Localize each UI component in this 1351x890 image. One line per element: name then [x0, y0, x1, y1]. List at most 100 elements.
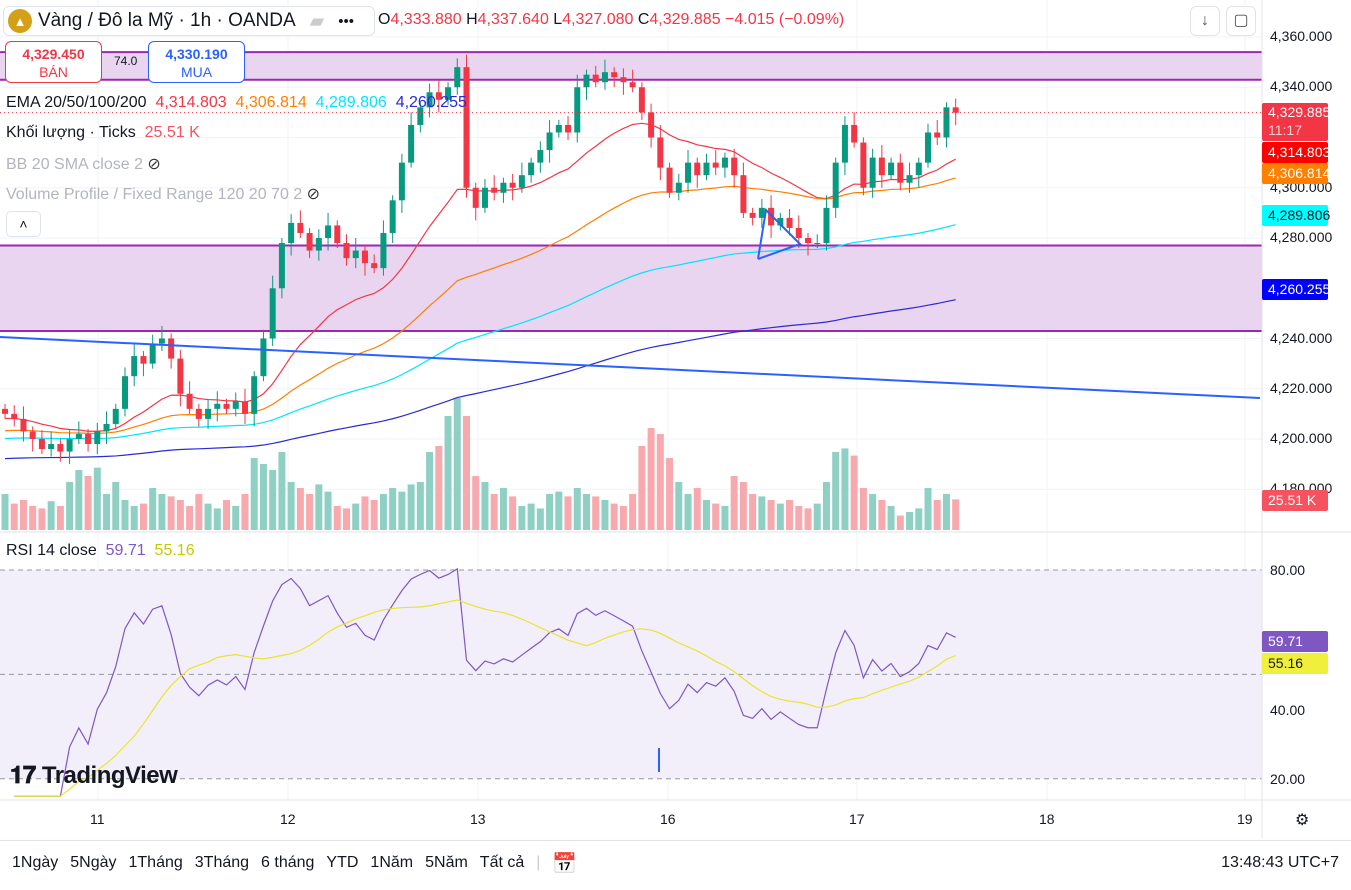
triangle-drawing[interactable] — [757, 207, 802, 260]
volume-bar — [739, 482, 747, 530]
symbol-header[interactable]: ▲ Vàng / Đô la Mỹ · 1h · OANDA ▰ ••• — [3, 6, 375, 36]
candle — [426, 92, 433, 108]
candle — [85, 433, 92, 445]
candle — [103, 423, 110, 432]
volume-bar — [426, 452, 434, 530]
volume-bar — [915, 508, 923, 530]
volume-bar — [352, 503, 360, 530]
volume-bar — [370, 500, 378, 530]
candle — [445, 87, 452, 100]
ema200-value: 4,260.255 — [395, 94, 467, 111]
ema100-label: 4,289.806 — [1262, 205, 1330, 226]
candle — [491, 187, 498, 193]
volume-bar — [139, 503, 147, 530]
candle — [269, 288, 276, 339]
time-tick: 18 — [1039, 811, 1055, 827]
more-icon[interactable]: ••• — [338, 12, 355, 30]
candle — [731, 157, 738, 176]
volume-bar — [518, 506, 526, 530]
candle — [297, 222, 304, 233]
volume-bar — [112, 482, 120, 530]
volume-bar — [767, 500, 775, 530]
candle — [777, 217, 784, 226]
volume-bar — [850, 455, 858, 530]
scroll-down-button[interactable]: ↓ — [1190, 6, 1220, 36]
volume-legend[interactable]: Khối lượng · Ticks 25.51 K — [6, 124, 200, 142]
open-label: O — [378, 11, 391, 28]
symbol-title[interactable]: Vàng / Đô la Mỹ · 1h · OANDA — [38, 10, 296, 31]
candle — [352, 250, 359, 259]
volume-bar — [527, 503, 535, 530]
date-range-icon[interactable]: 📅 — [552, 852, 578, 875]
collapse-legend-button[interactable]: ˄ — [6, 211, 41, 237]
time-tick: 12 — [280, 811, 296, 827]
ema-legend[interactable]: EMA 20/50/100/200 4,314.803 4,306.814 4,… — [6, 94, 467, 112]
range-5y[interactable]: 5Năm — [425, 854, 468, 871]
trend-line[interactable] — [0, 335, 1261, 400]
tradingview-mark-icon: 𝟏𝟕 — [10, 762, 36, 789]
low-value: 4,327.080 — [562, 11, 634, 28]
volume-bar — [582, 494, 590, 530]
flag-icon[interactable]: ▰ — [309, 10, 325, 32]
candle — [463, 67, 470, 188]
buy-button[interactable]: 4,330.190 MUA — [148, 41, 245, 83]
volume-bar — [435, 446, 443, 530]
candle — [11, 413, 18, 419]
candle — [897, 162, 904, 183]
volume-bar — [906, 512, 914, 530]
clock[interactable]: 13:48:43 UTC+7 — [1221, 854, 1339, 871]
candle — [112, 408, 119, 424]
volume-bar — [213, 508, 221, 530]
settings-icon[interactable]: ⚙ — [1295, 812, 1310, 829]
candle — [851, 124, 858, 143]
candle — [592, 74, 599, 83]
close-value: 4,329.885 — [649, 11, 721, 28]
range-all[interactable]: Tất cả — [479, 854, 525, 871]
candle — [638, 87, 645, 113]
price-tick: 4,200.000 — [1270, 430, 1333, 446]
volume-bar — [896, 515, 904, 530]
volume-bar — [379, 494, 387, 530]
range-5d[interactable]: 5Ngày — [70, 854, 117, 871]
volume-bar — [75, 470, 83, 530]
last-price-label: 4,329.885 11:17 — [1262, 103, 1330, 141]
candle — [620, 77, 627, 83]
sell-button[interactable]: 4,329.450 BÁN — [5, 41, 102, 83]
range-1m[interactable]: 1Tháng — [128, 854, 183, 871]
volume-bar — [407, 484, 415, 530]
candle — [740, 175, 747, 213]
hidden-eye-icon[interactable]: ⊘ — [306, 186, 321, 203]
fullscreen-button[interactable]: ▢ — [1226, 6, 1256, 36]
price-change: −4.015 (−0.09%) — [725, 11, 845, 28]
sell-label: BÁN — [39, 64, 68, 80]
volume-bar — [933, 500, 941, 530]
hidden-eye-icon[interactable]: ⊘ — [147, 156, 161, 173]
rsi-legend[interactable]: RSI 14 close 59.71 55.16 — [6, 542, 195, 560]
volume-bar — [398, 491, 406, 530]
candle — [712, 162, 719, 168]
candle — [186, 393, 193, 409]
vp-legend[interactable]: Volume Profile / Fixed Range 120 20 70 2… — [6, 184, 320, 204]
volume-bar — [758, 496, 766, 530]
range-band — [0, 245, 1262, 331]
volume-bar — [1, 494, 9, 530]
range-1y[interactable]: 1Năm — [370, 854, 414, 871]
candle — [48, 444, 55, 450]
bb-legend-title: BB 20 SMA close 2 — [6, 156, 143, 173]
range-6m[interactable]: 6 tháng — [261, 854, 315, 871]
range-3m[interactable]: 3Tháng — [194, 854, 250, 871]
candle — [786, 217, 793, 228]
high-label: H — [466, 11, 478, 28]
volume-bar — [730, 476, 738, 530]
candle — [934, 132, 941, 138]
candle — [629, 82, 636, 88]
candle — [906, 175, 913, 183]
ema200-label: 4,260.255 — [1262, 279, 1330, 300]
bb-legend[interactable]: BB 20 SMA close 2 ⊘ — [6, 154, 161, 174]
range-1d[interactable]: 1Ngày — [12, 854, 59, 871]
volume-bar — [795, 506, 803, 530]
candle — [952, 107, 959, 113]
volume-bar — [776, 503, 784, 530]
range-ytd[interactable]: YTD — [326, 854, 359, 871]
